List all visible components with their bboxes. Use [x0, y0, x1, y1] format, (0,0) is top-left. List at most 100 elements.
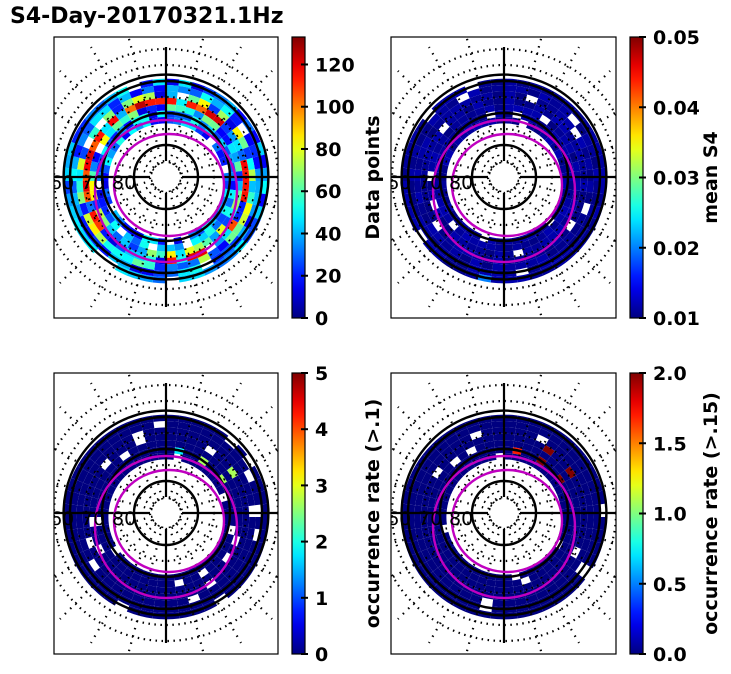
heatmap-bin	[142, 92, 156, 101]
heatmap-bin	[457, 114, 469, 126]
heatmap-bin	[77, 469, 89, 483]
heatmap-bin	[581, 133, 593, 147]
colorbar-tick-label: 2	[315, 532, 328, 554]
panel-4: 60 70 80 0.0 0.5 1.0 1.5 2.0 occurrence rate (>.…	[390, 363, 722, 666]
panel-1: 60 70 80 0 20 40 60 80 100 120 Data points	[53, 36, 384, 330]
heatmap-bin	[437, 470, 449, 482]
heatmap-bin	[563, 197, 573, 208]
heatmap-bin	[195, 104, 208, 115]
grid-ring-dotted	[486, 495, 522, 531]
heatmap-bin	[236, 149, 247, 162]
heatmap-bin	[232, 222, 244, 236]
heatmap-bin	[226, 142, 237, 155]
heatmap-bin	[545, 247, 559, 259]
grid-spoke-dotted	[59, 406, 157, 504]
heatmap-bin	[88, 126, 100, 140]
heatmap-bin	[105, 559, 117, 572]
heatmap-bin	[238, 472, 249, 486]
heatmap-bin	[107, 571, 120, 584]
heatmap-bin	[427, 161, 436, 172]
heatmap-bin	[580, 146, 591, 160]
heatmap-bin	[201, 572, 213, 584]
heatmap-bin	[542, 108, 555, 121]
heatmap-bin	[232, 126, 244, 140]
heatmap-bin	[166, 421, 179, 429]
heatmap-bin	[427, 497, 436, 508]
heatmap-bin	[102, 164, 111, 174]
heatmap-bin	[465, 577, 478, 588]
heatmap-bin	[215, 485, 226, 495]
heatmap-bin	[590, 492, 600, 506]
heatmap-bin	[248, 517, 256, 529]
heatmap-bin	[562, 567, 576, 581]
heatmap-bin	[232, 462, 244, 476]
heatmap-bin	[467, 88, 481, 99]
heatmap-bin	[120, 466, 131, 477]
heatmap-bin	[564, 466, 577, 479]
heatmap-bin	[224, 567, 238, 581]
colorbar-tick-label: 20	[315, 266, 341, 288]
heatmap-bin	[238, 136, 249, 150]
heatmap-bin	[431, 130, 444, 143]
grid-spoke-dotted	[513, 70, 611, 168]
heatmap-bin	[206, 471, 217, 482]
heatmap-bin	[440, 109, 454, 123]
heatmap-bin	[111, 230, 124, 242]
heatmap-bin	[467, 424, 481, 435]
heatmap-bin	[415, 157, 424, 171]
heatmap-bin	[484, 249, 495, 258]
heatmap-bin	[563, 533, 573, 544]
heatmap-bin	[542, 226, 554, 237]
heatmap-bin	[549, 478, 560, 489]
heatmap-bin	[550, 235, 563, 248]
heatmap-bin	[453, 444, 466, 457]
heatmap-bin	[212, 235, 225, 248]
heatmap-bin	[504, 104, 515, 112]
heatmap-bin	[73, 144, 84, 158]
heatmap-bin	[204, 226, 216, 237]
heatmap-bin	[242, 506, 250, 517]
heatmap-bin	[480, 92, 494, 101]
heatmap-bin	[433, 517, 441, 527]
radial-tick-label: 60	[50, 508, 74, 530]
heatmap-bin	[83, 527, 92, 539]
colorbar-tick-label: 0.0	[653, 644, 687, 666]
heatmap-bin	[435, 533, 445, 544]
heatmap-bin	[207, 439, 221, 451]
heatmap-bin	[586, 517, 594, 529]
heatmap-bin	[522, 582, 534, 592]
plot-area: 60 70 80	[391, 373, 616, 654]
heatmap-bin	[435, 197, 445, 208]
grid-spoke-dotted	[397, 522, 495, 620]
heatmap-bin	[129, 424, 143, 435]
heatmap-bin	[231, 151, 241, 163]
heatmap-bin	[232, 558, 244, 572]
heatmap-bin	[99, 216, 111, 228]
heatmap-bin	[79, 482, 90, 496]
heatmap-bin	[166, 104, 177, 112]
heatmap-bin	[252, 492, 262, 506]
heatmap-bin	[554, 109, 568, 123]
heatmap-bin	[127, 110, 140, 121]
radial-tick-label: 70	[81, 508, 105, 530]
grid-spoke-dotted	[90, 382, 160, 502]
heatmap-bin	[105, 126, 117, 139]
heatmap-bin	[479, 85, 493, 95]
heatmap-bin	[443, 559, 455, 572]
heatmap-bin	[111, 456, 124, 468]
heatmap-bin	[523, 100, 536, 111]
heatmap-bin	[226, 555, 239, 568]
heatmap-bin	[562, 453, 576, 467]
heatmap-bin	[139, 576, 150, 586]
heatmap-bin	[474, 582, 486, 592]
heatmap-bin	[99, 552, 111, 564]
heatmap-bin	[533, 440, 546, 451]
grid-spoke-dotted	[90, 46, 160, 166]
heatmap-bin	[469, 94, 483, 105]
heatmap-bin	[220, 227, 233, 240]
radial-tick-label: 80	[112, 172, 136, 194]
grid-spoke-dotted	[59, 522, 157, 620]
grid-spoke-dotted	[517, 515, 616, 545]
heatmap-bin	[200, 428, 214, 440]
heatmap-bin	[453, 108, 466, 121]
